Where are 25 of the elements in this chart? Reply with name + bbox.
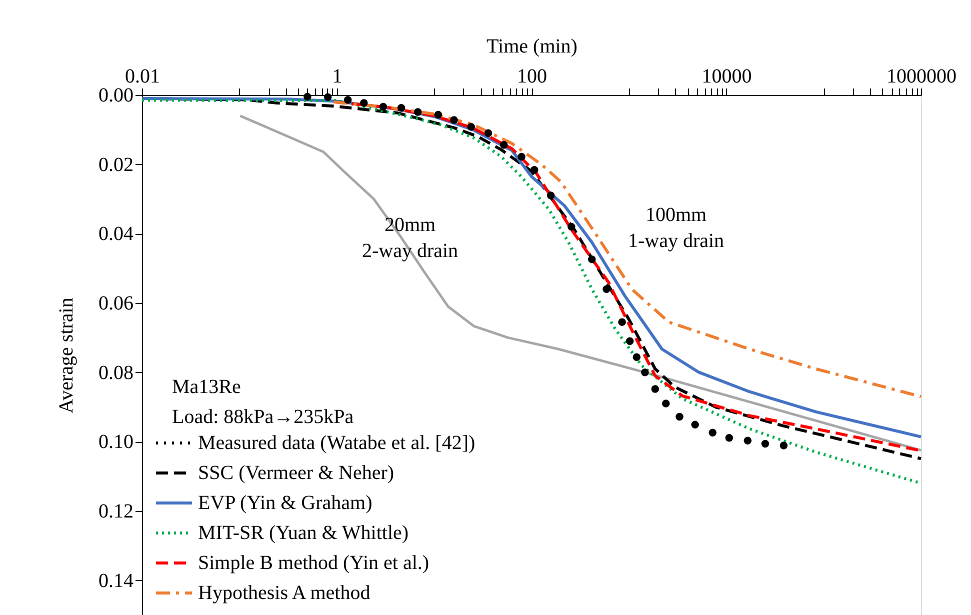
annotation: Load: 88kPa→235kPa [172,406,354,428]
annotation: Ma13Re [172,376,241,398]
legend-label: Measured data (Watabe et al. [42]) [198,432,476,454]
legend-label: MIT-SR (Yuan & Whittle) [198,522,409,544]
y-tick-label: 0.12 [98,500,134,522]
annotation: 100mm 1-way drain [628,204,724,252]
annotation: 20mm 2-way drain [362,214,458,262]
x-axis-title: Time (min) [486,36,578,58]
legend-label: SSC (Vermeer & Neher) [198,462,394,484]
legend-label: EVP (Yin & Graham) [198,492,372,514]
x-tick-label: 0.01 [125,66,160,88]
y-tick-label: 0.04 [98,223,134,246]
x-tick-label: 100 [517,66,547,88]
x-tick-label: 1 [332,66,342,88]
y-tick-label: 0.06 [98,292,134,314]
legend-label: Simple B method (Yin et al.) [198,552,430,574]
y-tick-label: 0.02 [98,154,134,176]
y-axis-title: Average strain [56,298,78,414]
y-tick-label: 0.10 [98,431,134,454]
y-tick-label: 0.14 [98,570,134,592]
x-tick-label: 1000000 [886,66,956,88]
y-tick-label: 0.08 [98,362,134,384]
y-tick-label: 0.00 [98,84,134,106]
x-tick-label: 10000 [702,66,752,88]
legend-label: Hypothesis A method [198,582,370,604]
